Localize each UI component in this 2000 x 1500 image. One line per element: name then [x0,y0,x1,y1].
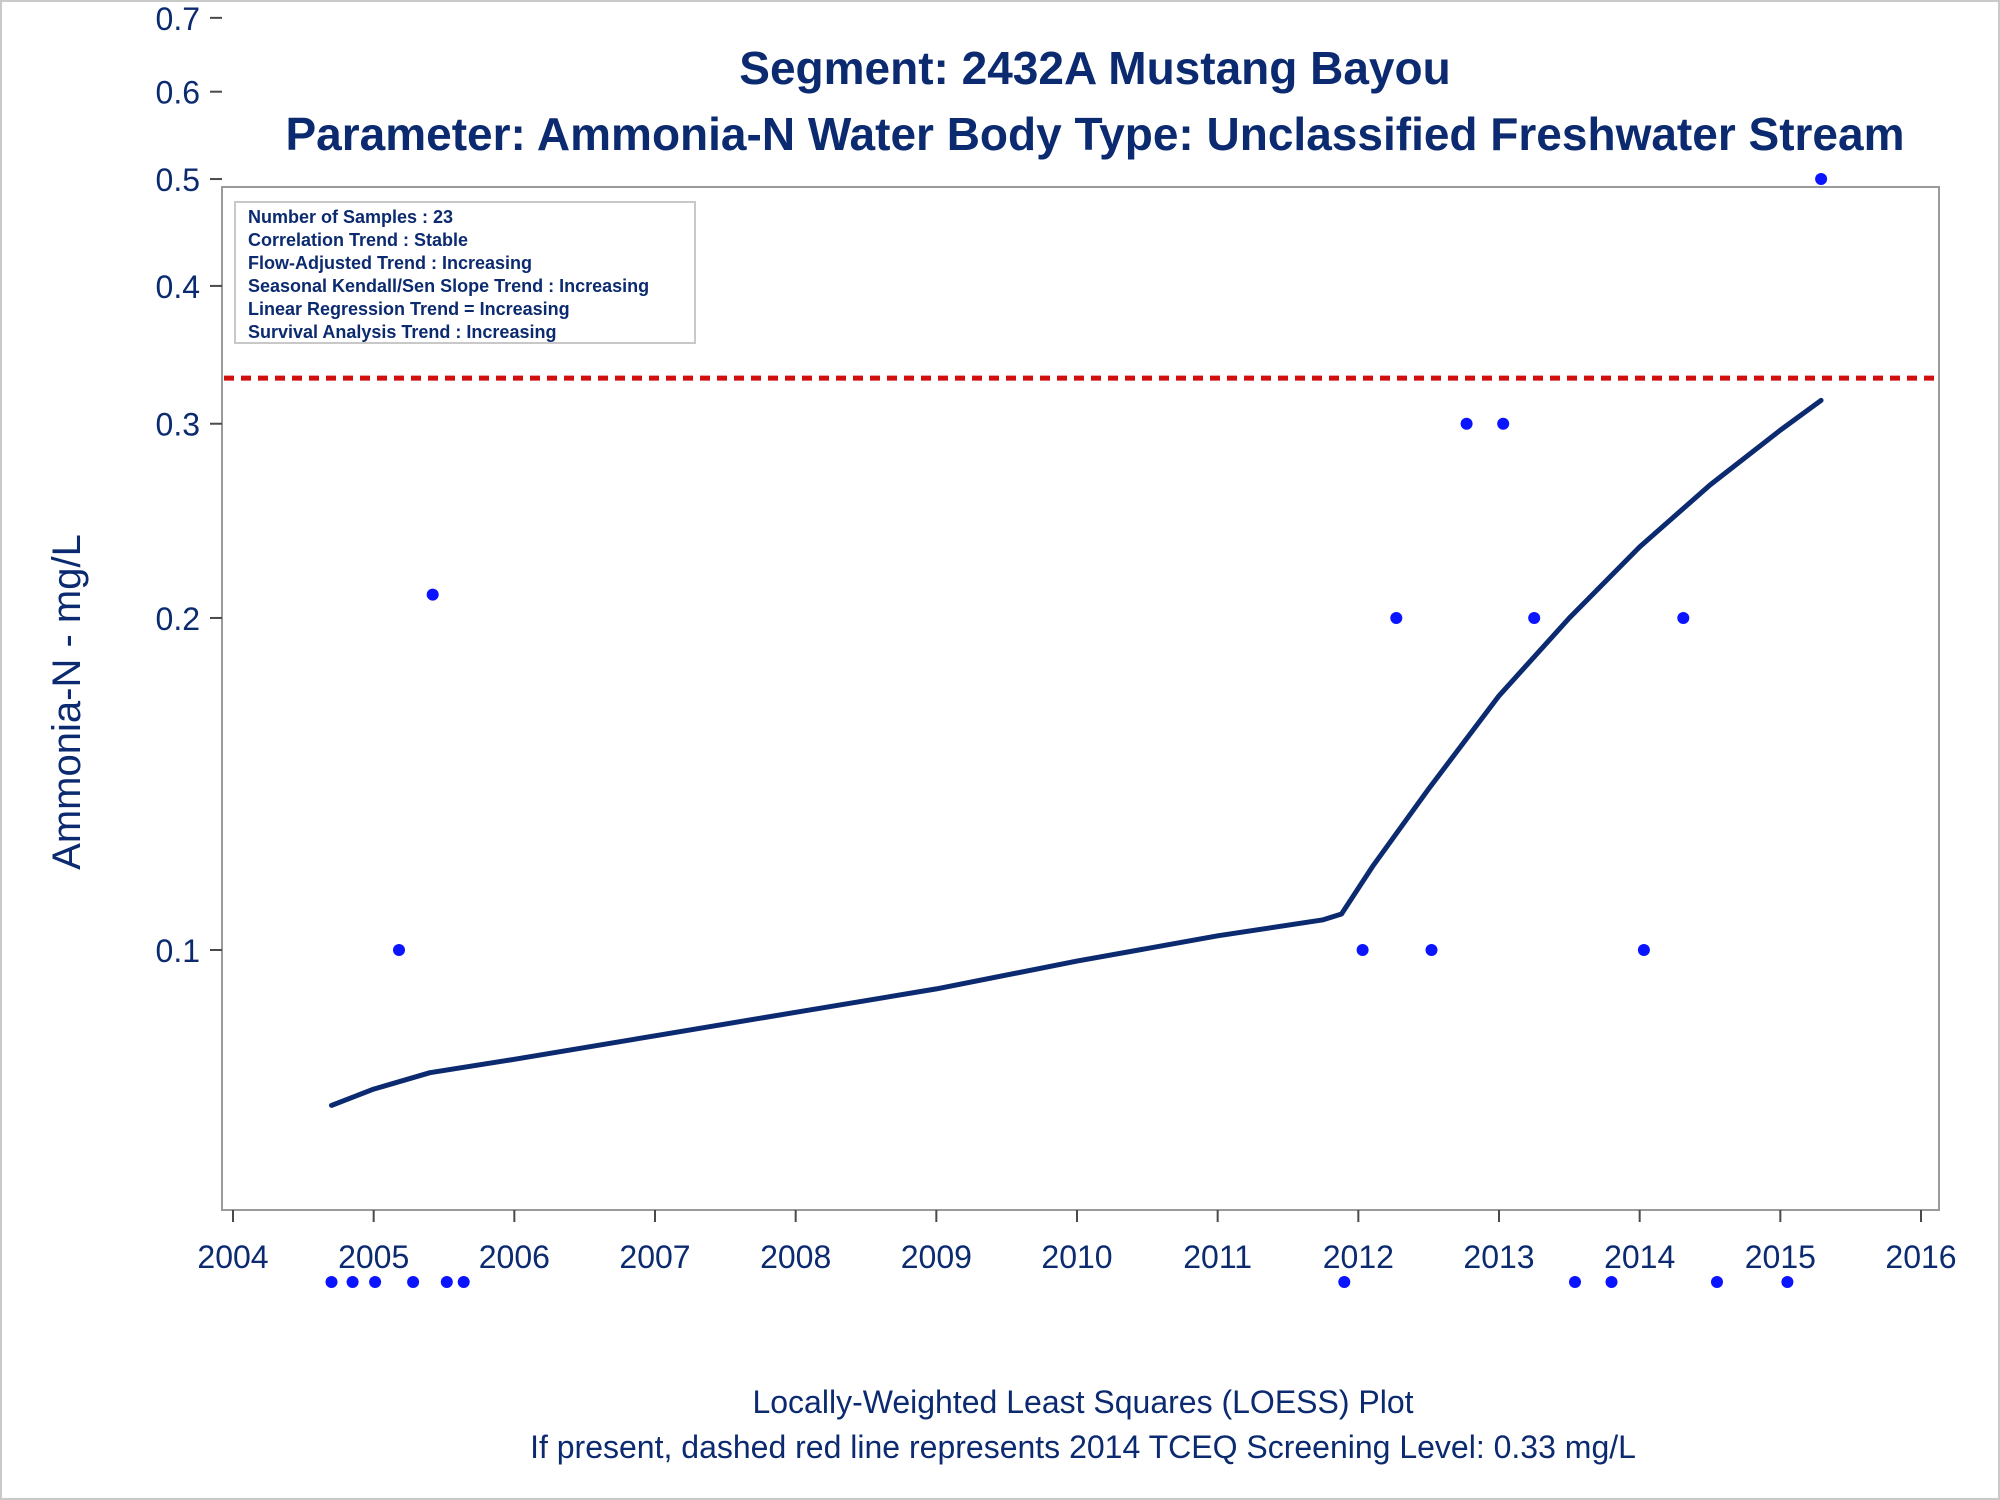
x-tick-label: 2005 [338,1239,409,1275]
sample-point [457,1276,470,1288]
sample-point [1605,1276,1618,1288]
y-tick-label: 0.6 [156,75,200,111]
sample-point [440,1276,453,1288]
sample-point [426,588,439,601]
trend-info-box: Number of Samples : 23 Correlation Trend… [234,201,696,344]
x-tick-label: 2014 [1604,1239,1675,1275]
x-tick-label: 2011 [1183,1239,1252,1275]
x-tick-label: 2015 [1745,1239,1816,1275]
x-tick-label: 2007 [619,1239,690,1275]
sample-point [1497,417,1510,430]
sample-point [325,1276,338,1288]
sample-point [1781,1276,1794,1288]
info-line: Flow-Adjusted Trend : Increasing [248,253,532,273]
sample-point [1460,417,1473,430]
sample-point [369,1276,382,1288]
chart-title: Segment: 2432A Mustang Bayou [739,42,1450,94]
y-tick-label: 0.1 [156,933,200,969]
y-tick-label: 0.7 [156,2,200,37]
info-line: Correlation Trend : Stable [248,230,468,250]
loess-line [329,397,1824,1108]
x-tick-label: 2006 [479,1239,550,1275]
x-tick-label: 2012 [1323,1239,1394,1275]
sample-point [346,1276,359,1288]
y-tick-label: 0.3 [156,407,200,443]
y-tick-label: 0.2 [156,601,200,637]
y-tick-label: 0.4 [156,269,200,305]
sample-point [1711,1276,1723,1288]
sample-points-layer [325,173,1828,1288]
loess-layer [329,397,1824,1108]
info-line: Survival Analysis Trend : Increasing [248,322,556,342]
sample-point [1637,944,1650,956]
y-axis: 0.80.70.60.50.40.30.20.1 [156,2,222,969]
y-tick-label: 0.5 [156,162,200,198]
y-axis-label: Ammonia-N - mg/L [45,534,89,870]
sample-point [1528,612,1541,624]
sample-point [1425,944,1438,956]
trend-info-frame [234,201,696,344]
chart-subtitle: Parameter: Ammonia-N Water Body Type: Un… [286,108,1905,160]
sample-point [407,1276,420,1288]
x-tick-label: 2008 [760,1239,831,1275]
sample-point [1569,1276,1581,1288]
info-line: Number of Samples : 23 [248,207,453,227]
sample-point [1815,173,1828,185]
plot-area [221,186,1940,1211]
sample-point [1356,944,1369,956]
sample-point [1677,612,1690,624]
info-line: Linear Regression Trend = Increasing [248,299,570,319]
footnote-loess: Locally-Weighted Least Squares (LOESS) P… [752,1384,1413,1420]
x-tick-label: 2010 [1041,1239,1112,1275]
footnote-screening: If present, dashed red line represents 2… [530,1429,1636,1465]
sample-point [393,944,405,956]
x-axis: 2004 2005 2006 2007 2008 2009 2010 2011 2012 2013… [197,1210,1957,1275]
x-tick-label: 2016 [1885,1239,1956,1275]
x-tick-label: 2009 [901,1239,972,1275]
sample-point [1390,612,1403,624]
x-tick-label: 2013 [1463,1239,1534,1275]
sample-point [1338,1276,1351,1288]
info-line: Seasonal Kendall/Sen Slope Trend : Incre… [248,276,649,296]
x-tick-label: 2004 [197,1239,268,1275]
